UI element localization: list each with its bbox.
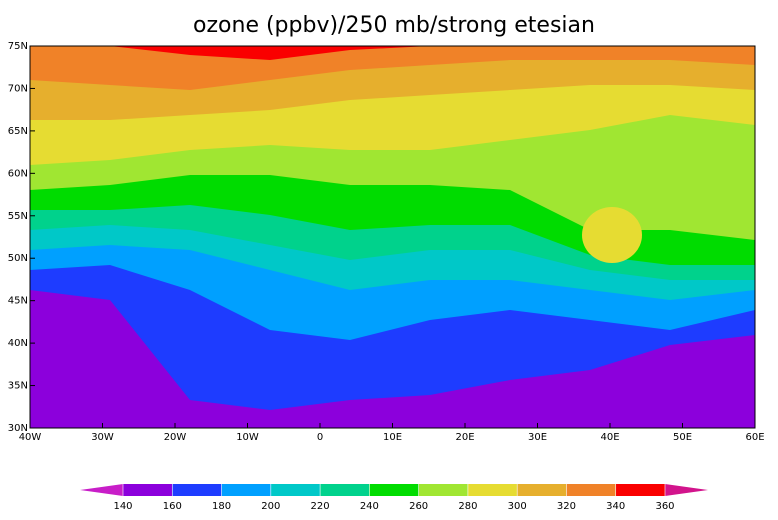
x-tick-label: 20E: [455, 432, 474, 443]
colorbar-box: [123, 484, 173, 496]
colorbar-box: [615, 484, 665, 496]
y-tick-label: 70N: [8, 83, 28, 94]
x-tick-label: 40E: [600, 432, 619, 443]
title: ozone (ppbv)/250 mb/strong etesian: [193, 13, 595, 38]
x-tick-label: 30E: [528, 432, 547, 443]
y-tick-label: 60N: [8, 168, 28, 179]
contour-band: [582, 207, 642, 263]
x-tick-label: 50E: [673, 432, 692, 443]
x-tick-label: 20W: [164, 432, 187, 443]
colorbar-label: 180: [212, 501, 231, 512]
y-tick-label: 50N: [8, 253, 28, 264]
y-tick-label: 45N: [8, 296, 28, 307]
x-tick-label: 60E: [745, 432, 764, 443]
x-tick-label: 40W: [19, 432, 42, 443]
colorbar-label: 220: [311, 501, 330, 512]
y-tick-label: 55N: [8, 211, 28, 222]
colorbar-label: 280: [458, 501, 477, 512]
colorbar-box: [418, 484, 468, 496]
colorbar-under: [80, 484, 123, 496]
y-tick-label: 35N: [8, 381, 28, 392]
contour-band: [30, 46, 755, 60]
colorbar-label: 360: [655, 501, 674, 512]
y-tick-label: 30N: [8, 423, 28, 434]
colorbar-label: 240: [360, 501, 379, 512]
x-tick-label: 0: [317, 432, 323, 443]
colorbar-label: 160: [163, 501, 182, 512]
contour-band: [30, 46, 755, 90]
x-tick-label: 30W: [91, 432, 114, 443]
colorbar-label: 140: [113, 501, 132, 512]
x-tick-label: 10E: [383, 432, 402, 443]
colorbar-box: [467, 484, 518, 496]
colorbar-box: [221, 484, 271, 496]
colorbar-label: 340: [606, 501, 625, 512]
colorbar-label: 300: [508, 501, 527, 512]
y-tick-label: 40N: [8, 338, 28, 349]
colorbar-box: [369, 484, 419, 496]
y-tick-label: 65N: [8, 126, 28, 137]
colorbar-label: 320: [557, 501, 576, 512]
x-tick-label: 10W: [236, 432, 259, 443]
colorbar-box: [517, 484, 567, 496]
colorbar-box: [172, 484, 222, 496]
colorbar-over: [665, 484, 708, 496]
colorbar-box: [566, 484, 616, 496]
y-tick-label: 75N: [8, 41, 28, 52]
colorbar-box: [320, 484, 370, 496]
colorbar-label: 260: [409, 501, 428, 512]
colorbar-label: 200: [261, 501, 280, 512]
colorbar-box: [270, 484, 321, 496]
